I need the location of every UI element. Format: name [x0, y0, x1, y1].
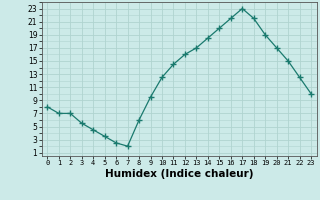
X-axis label: Humidex (Indice chaleur): Humidex (Indice chaleur): [105, 169, 253, 179]
